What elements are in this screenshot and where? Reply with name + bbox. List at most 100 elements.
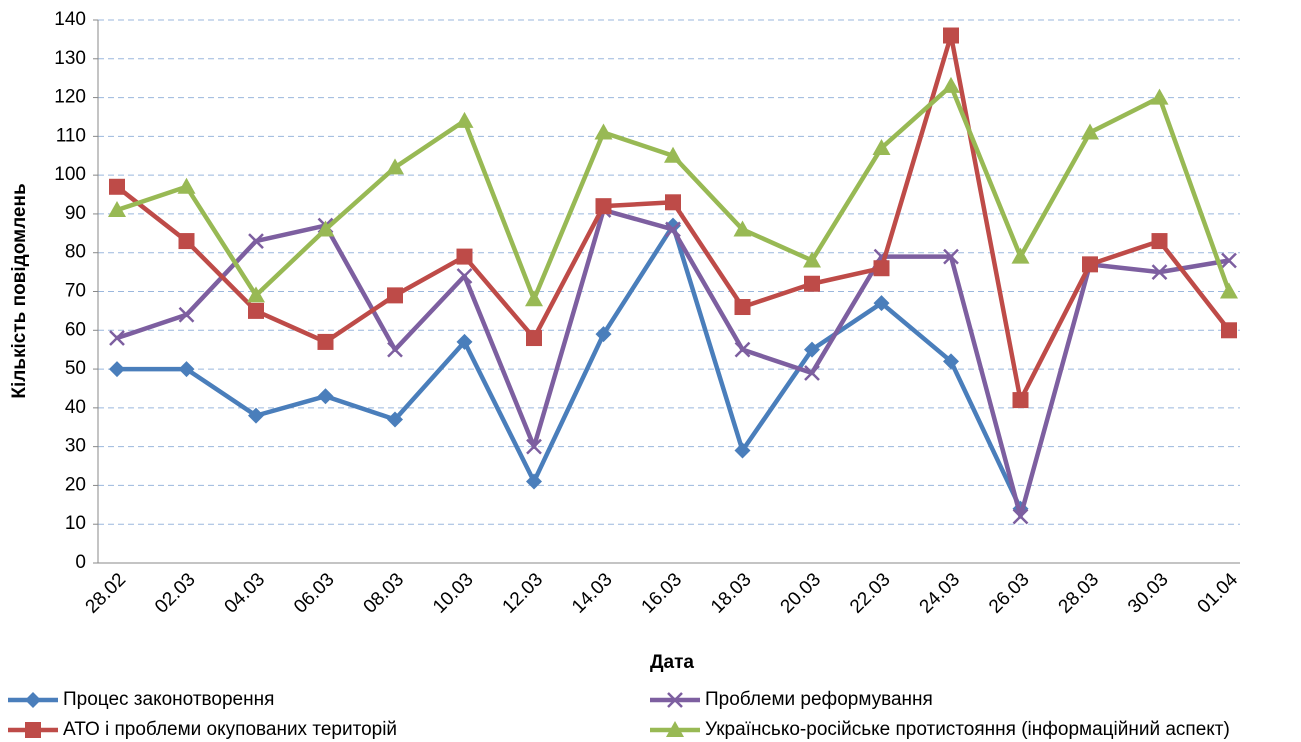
marker: [734, 341, 751, 358]
marker: [667, 692, 683, 708]
x-tick-label: 24.03: [916, 569, 964, 617]
y-tick-label: 80: [65, 242, 86, 263]
marker: [455, 111, 474, 128]
x-tick-label: 26.03: [985, 569, 1033, 617]
marker: [109, 361, 125, 378]
marker: [666, 721, 684, 737]
x-tick-label: 22.03: [846, 569, 894, 617]
y-tick-label: 60: [65, 319, 86, 340]
marker: [178, 233, 195, 250]
y-tick-label: 30: [65, 436, 86, 457]
legend-label: Українсько-російське протистояння (інфор…: [705, 719, 1230, 740]
marker: [733, 220, 752, 237]
marker: [109, 330, 125, 346]
marker: [387, 287, 403, 304]
marker: [594, 123, 613, 140]
series-line: [116, 83, 1232, 302]
marker: [1221, 322, 1237, 339]
y-tick-label: 130: [54, 48, 86, 69]
marker: [387, 411, 403, 428]
marker: [1151, 233, 1168, 250]
y-tick-label: 50: [65, 358, 86, 379]
legend-label: Процес законотворення: [63, 689, 274, 710]
marker: [248, 407, 264, 424]
x-tick-label: 28.02: [82, 569, 130, 617]
marker: [595, 326, 612, 343]
marker: [178, 306, 195, 323]
marker: [456, 333, 473, 350]
x-tick-label: 30.03: [1124, 569, 1172, 617]
marker: [872, 138, 891, 155]
x-tick-label: 20.03: [777, 569, 825, 617]
x-tick-label: 01.04: [1194, 569, 1243, 618]
marker: [109, 178, 125, 195]
marker: [456, 248, 473, 265]
x-tick-label: 02.03: [151, 569, 199, 617]
marker: [873, 260, 890, 277]
y-tick-label: 120: [54, 87, 86, 108]
marker: [1081, 123, 1099, 140]
marker: [248, 233, 264, 249]
marker: [1012, 508, 1029, 525]
y-tick-label: 20: [65, 474, 86, 495]
marker: [804, 275, 820, 292]
marker: [526, 473, 542, 490]
y-axis-label: Кількість повідомлень: [9, 183, 30, 398]
marker: [178, 361, 195, 378]
y-tick-label: 90: [65, 203, 86, 224]
marker: [25, 692, 41, 708]
x-tick-label: 04.03: [221, 569, 269, 617]
marker: [317, 388, 334, 405]
marker: [942, 76, 960, 93]
x-tick-label: 10.03: [429, 569, 477, 617]
y-tick-label: 100: [54, 164, 86, 185]
series-line: [117, 223, 1023, 510]
marker: [526, 330, 542, 347]
marker: [665, 194, 681, 211]
marker: [25, 722, 41, 738]
legend-label: Проблеми реформування: [705, 689, 933, 710]
y-tick-label: 10: [65, 513, 86, 534]
legend-label: АТО і проблеми окупованих територій: [63, 719, 397, 740]
marker: [1221, 252, 1237, 269]
marker: [317, 333, 334, 350]
marker: [804, 365, 820, 381]
x-tick-label: 12.03: [499, 569, 547, 617]
x-tick-label: 08.03: [360, 569, 408, 617]
marker: [734, 299, 751, 316]
x-tick-label: 16.03: [638, 569, 686, 617]
y-tick-label: 140: [54, 9, 86, 30]
marker: [1082, 256, 1098, 273]
marker: [803, 251, 821, 268]
y-tick-label: 110: [56, 125, 86, 146]
marker: [943, 353, 959, 370]
marker: [873, 295, 890, 312]
marker: [108, 201, 126, 218]
marker: [456, 268, 473, 284]
x-tick-label: 06.03: [290, 569, 338, 617]
marker: [386, 158, 404, 175]
marker: [1012, 392, 1029, 409]
marker: [664, 146, 682, 163]
marker: [734, 442, 751, 459]
marker: [804, 341, 820, 358]
marker: [1150, 88, 1169, 105]
y-tick-label: 40: [65, 397, 86, 418]
x-tick-label: 18.03: [707, 569, 755, 617]
x-tick-label: 14.03: [568, 569, 616, 617]
marker: [1011, 247, 1030, 264]
marker: [1220, 282, 1238, 299]
marker: [316, 220, 335, 237]
marker: [526, 438, 542, 455]
y-tick-label: 70: [65, 281, 86, 302]
marker: [595, 198, 612, 215]
marker: [387, 341, 403, 358]
marker: [525, 290, 543, 307]
marker: [943, 27, 959, 44]
marker: [177, 177, 196, 194]
marker: [665, 221, 681, 238]
marker: [1151, 264, 1168, 280]
marker: [943, 248, 959, 265]
marker: [247, 286, 265, 303]
